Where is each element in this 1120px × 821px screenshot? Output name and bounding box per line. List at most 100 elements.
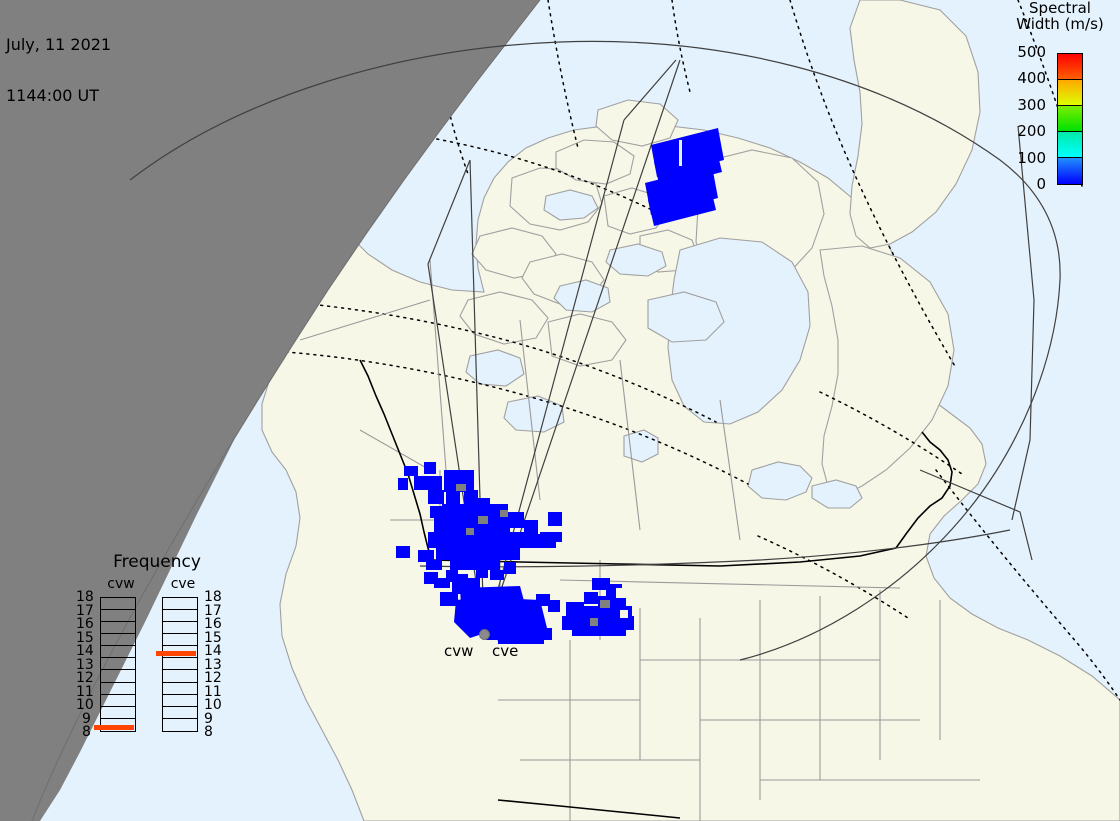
spectral-width-colorbar-panel: Spectral Width (m/s) 500 400 300 200 100… — [1000, 0, 1120, 200]
province-border-e — [299, 299, 431, 341]
data-cell — [446, 492, 460, 506]
us-mexico-border — [497, 799, 681, 819]
freq-cell — [163, 670, 197, 683]
data-cell — [600, 600, 610, 608]
gridline-lat-2 — [257, 299, 717, 423]
gridline-lat-5 — [757, 535, 909, 619]
frequency-track-cvw[interactable] — [100, 597, 136, 732]
colorbar-tick-0: 0 — [1036, 175, 1046, 193]
data-cell — [446, 570, 458, 582]
frequency-legend-title: Frequency — [113, 552, 201, 572]
freq-cell — [101, 634, 135, 647]
colorbar-title-line2: Width (m/s) — [1016, 15, 1104, 33]
data-cell — [456, 484, 466, 491]
data-cell — [572, 626, 626, 636]
province-border-d — [719, 399, 741, 541]
terminator-night-region — [0, 0, 541, 821]
freq-cell — [101, 683, 135, 695]
radar-fov-outlines — [129, 40, 1061, 661]
data-cell — [648, 185, 716, 226]
freq-tick-left-10: 10 — [76, 697, 94, 713]
international-boundary — [359, 359, 953, 819]
colorbar-tick-labels: 500 400 300 200 100 0 — [998, 45, 1052, 193]
data-cluster-south — [440, 578, 560, 644]
great-slave-lake — [503, 395, 565, 433]
timestamp-block: July, 11 2021 1144:00 UT — [6, 2, 111, 138]
freq-cell — [101, 658, 135, 671]
freq-tick-left-18: 18 — [76, 589, 94, 605]
lake-winnipeg — [623, 429, 659, 463]
arctic-channel-d — [553, 279, 611, 313]
data-cluster-southeast — [562, 578, 634, 636]
arctic-channel-a — [543, 189, 599, 221]
freq-cell — [163, 598, 197, 611]
data-cell — [428, 490, 444, 504]
freq-tick-right-14: 14 — [204, 643, 222, 659]
freq-cell — [163, 695, 197, 707]
freq-cell — [101, 695, 135, 707]
data-cell — [454, 596, 506, 638]
freq-tick-left-13: 13 — [76, 656, 94, 673]
data-cell — [478, 516, 488, 524]
freq-tick-right-17: 17 — [204, 602, 222, 619]
data-cell — [476, 566, 488, 578]
data-cell — [404, 466, 418, 476]
data-cell — [476, 498, 490, 512]
province-border-c — [619, 359, 641, 531]
gridline-lon-3 — [547, 0, 579, 149]
freq-tick-right-12: 12 — [204, 670, 222, 686]
colorbar-tick-300: 300 — [1017, 96, 1046, 114]
data-cell — [508, 512, 524, 528]
gridline-lon-4 — [671, 0, 691, 93]
plot-date: July, 11 2021 — [6, 35, 112, 54]
province-border-b — [519, 319, 541, 501]
data-cell — [444, 470, 474, 492]
great-lakes — [747, 461, 813, 501]
radar-site-marker[interactable] — [479, 629, 490, 640]
data-cell — [498, 636, 544, 644]
freq-cell — [163, 634, 197, 647]
freq-cell — [101, 646, 135, 659]
colorbar-tick-100: 100 — [1017, 149, 1046, 167]
data-cell — [464, 490, 478, 506]
freq-tick-right-9: 9 — [204, 710, 213, 727]
frequency-legend-panel: Frequency cvw cve 18 17 16 15 14 13 12 1… — [76, 552, 232, 792]
freq-tick-right-10: 10 — [204, 697, 222, 713]
freq-tick-right-15: 15 — [204, 629, 222, 646]
data-cell — [452, 582, 468, 594]
fov-ne-box — [1011, 125, 1035, 521]
data-cell — [566, 602, 584, 616]
colorbar-segment-200-300 — [1058, 106, 1082, 132]
frequency-track-cve[interactable] — [162, 597, 198, 732]
data-cell — [620, 610, 628, 618]
colorbar-tick-400: 400 — [1017, 69, 1046, 87]
freq-cell — [163, 610, 197, 623]
radar-label-cve: cve — [492, 642, 519, 660]
great-lakes-border — [895, 431, 953, 549]
data-cell — [584, 592, 598, 604]
arctic-channel-b — [605, 243, 667, 277]
frequency-ticks-left: 18 17 16 15 14 13 12 11 10 9 8 — [76, 590, 100, 740]
arctic-island-c — [595, 99, 679, 147]
data-cell — [426, 560, 442, 570]
freq-tick-left-15: 15 — [76, 629, 94, 646]
freq-cell — [163, 683, 197, 695]
gridline-lon-5 — [789, 0, 957, 369]
night-shadow-main — [0, 0, 262, 700]
plot-time: 1144:00 UT — [6, 86, 100, 105]
freq-tick-left-8: 8 — [82, 724, 91, 740]
great-lakes-east — [811, 479, 863, 509]
data-cell — [440, 592, 458, 606]
arctic-island-b — [555, 139, 635, 185]
data-cell — [418, 550, 434, 562]
freq-cell — [101, 598, 135, 611]
radar-data-cells — [396, 128, 724, 644]
data-cell — [524, 520, 538, 536]
data-cell — [490, 570, 504, 580]
freq-tick-left-12: 12 — [76, 670, 94, 686]
freq-tick-left-9: 9 — [82, 710, 91, 727]
data-cell — [616, 588, 630, 598]
radar-label-cvw: cvw — [444, 642, 474, 660]
data-cell — [450, 558, 500, 570]
data-cell — [396, 546, 410, 558]
